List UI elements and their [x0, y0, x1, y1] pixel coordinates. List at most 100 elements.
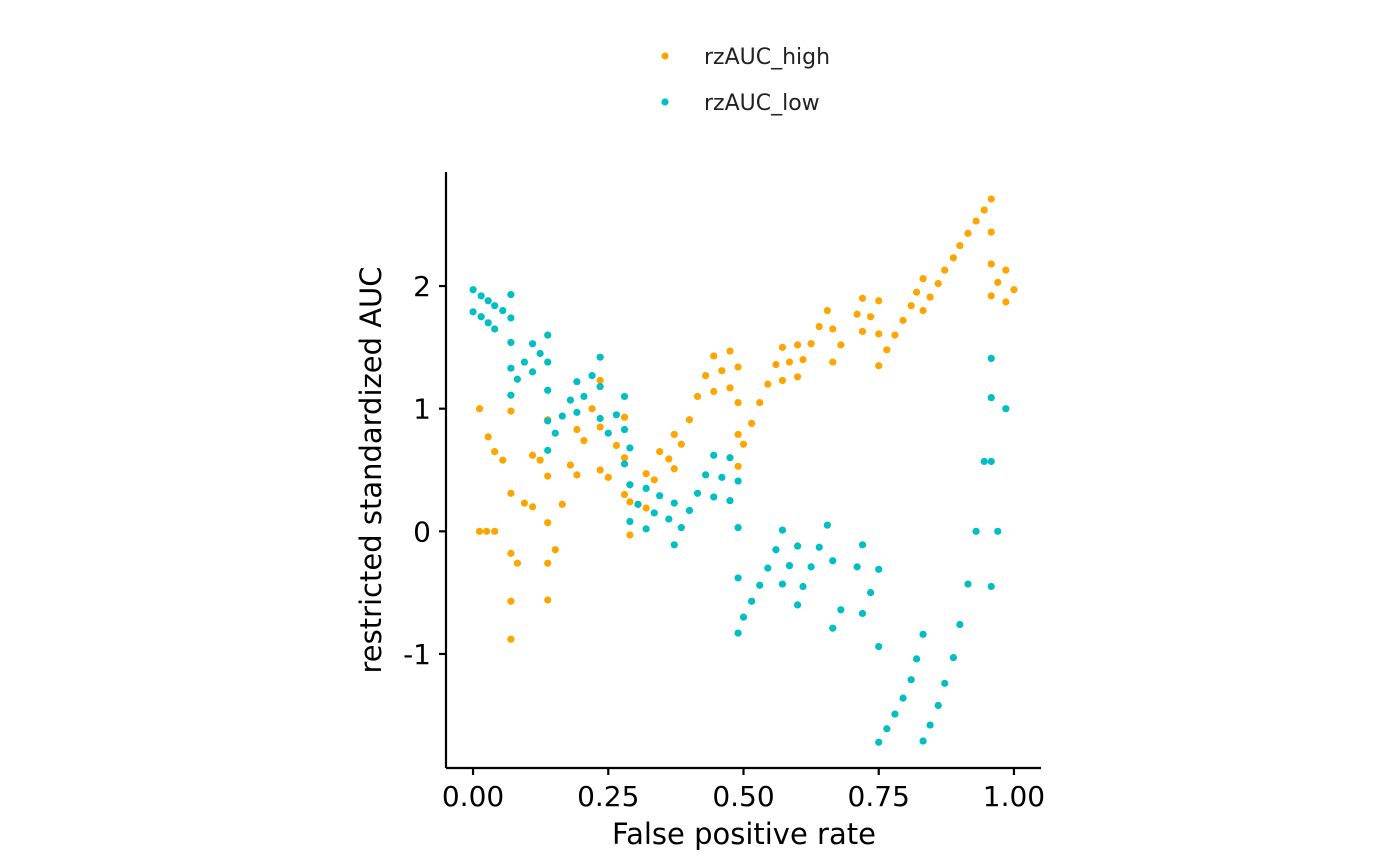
point-rzAUC_low-2 [477, 292, 485, 300]
point-rzAUC_high-84 [883, 346, 891, 354]
point-rzAUC_high-3 [491, 527, 499, 535]
point-rzAUC_low-93 [919, 737, 927, 745]
point-rzAUC_low-32 [596, 383, 604, 391]
point-rzAUC_high-105 [1002, 298, 1010, 306]
point-rzAUC_high-1 [475, 527, 484, 535]
point-rzAUC_high-91 [926, 293, 934, 301]
point-rzAUC_high-57 [734, 398, 742, 407]
point-rzAUC_high-78 [858, 294, 867, 302]
point-rzAUC_low-35 [612, 411, 620, 419]
point-rzAUC_low-7 [491, 325, 499, 333]
point-rzAUC_high-70 [799, 356, 807, 364]
point-rzAUC_low-21 [544, 386, 552, 394]
point-rzAUC_high-79 [858, 327, 867, 336]
point-rzAUC_high-65 [778, 343, 787, 351]
point-rzAUC_low-72 [793, 601, 802, 609]
point-rzAUC_high-49 [693, 392, 702, 401]
series-rzAUC_high [475, 195, 1018, 643]
point-rzAUC_high-41 [642, 504, 650, 512]
y-tick-label-0: -1 [403, 638, 431, 671]
point-rzAUC_low-81 [858, 541, 867, 549]
point-rzAUC_high-81 [875, 297, 883, 305]
point-rzAUC_low-44 [642, 525, 650, 533]
x-tick-label-3: 0.75 [848, 780, 910, 813]
point-rzAUC_high-74 [829, 325, 837, 333]
point-rzAUC_high-24 [566, 461, 575, 469]
y-tick-label-2: 1 [413, 393, 431, 426]
y-tick-label-1: 0 [413, 515, 431, 548]
point-rzAUC_low-42 [634, 500, 642, 508]
point-rzAUC_low-39 [626, 444, 634, 452]
point-rzAUC_high-10 [507, 597, 515, 605]
point-rzAUC_low-98 [956, 620, 964, 629]
point-rzAUC_low-77 [829, 557, 837, 565]
point-rzAUC_low-67 [772, 546, 780, 554]
point-rzAUC_low-11 [507, 338, 515, 347]
point-rzAUC_high-99 [987, 195, 995, 203]
point-rzAUC_low-66 [764, 564, 772, 572]
point-rzAUC_high-55 [726, 384, 734, 392]
point-rzAUC_low-56 [718, 473, 726, 481]
point-rzAUC_low-84 [875, 565, 883, 573]
point-rzAUC_high-54 [726, 347, 734, 355]
point-rzAUC_high-77 [853, 310, 861, 318]
point-rzAUC_high-7 [507, 407, 515, 415]
point-rzAUC_low-101 [980, 457, 988, 466]
x-tick-label-4: 1.00 [983, 780, 1045, 813]
point-rzAUC_low-27 [573, 378, 581, 386]
point-rzAUC_high-100 [987, 228, 995, 236]
x-tick-label-0: 0.00 [442, 780, 504, 813]
point-rzAUC_low-3 [477, 313, 485, 321]
point-rzAUC_low-46 [656, 492, 664, 500]
point-rzAUC_low-78 [829, 624, 837, 632]
point-rzAUC_high-26 [573, 425, 581, 434]
point-rzAUC_low-4 [484, 297, 492, 305]
point-rzAUC_high-96 [964, 229, 972, 237]
point-rzAUC_low-82 [858, 609, 867, 618]
point-rzAUC_high-35 [620, 454, 629, 462]
point-rzAUC_high-104 [1002, 266, 1010, 274]
point-rzAUC_high-73 [823, 306, 831, 315]
point-rzAUC_low-5 [484, 319, 492, 327]
point-rzAUC_low-30 [588, 371, 596, 380]
point-rzAUC_low-14 [513, 375, 522, 383]
point-rzAUC_high-37 [626, 498, 634, 506]
point-rzAUC_low-97 [949, 654, 957, 662]
point-rzAUC_low-37 [620, 425, 629, 434]
point-rzAUC_high-102 [987, 292, 995, 300]
point-rzAUC_low-62 [734, 629, 742, 637]
point-rzAUC_low-61 [734, 574, 742, 582]
series-rzAUC_low [469, 286, 1010, 746]
point-rzAUC_high-36 [620, 490, 629, 499]
x-tick-label-1: 0.25 [577, 780, 639, 813]
point-rzAUC_high-92 [934, 280, 942, 288]
axes: 0.00 0.25 0.50 0.75 1.00 -1 0 1 2 [403, 172, 1045, 813]
point-rzAUC_high-22 [551, 546, 559, 554]
point-rzAUC_high-69 [793, 373, 802, 381]
x-axis-title: False positive rate [612, 817, 876, 851]
point-rzAUC_high-60 [739, 440, 748, 448]
point-rzAUC_low-68 [778, 526, 787, 534]
point-rzAUC_low-25 [558, 412, 566, 420]
point-rzAUC_high-72 [815, 322, 823, 331]
point-rzAUC_high-8 [507, 489, 515, 497]
point-rzAUC_high-19 [544, 519, 552, 527]
point-rzAUC_high-97 [972, 217, 980, 225]
point-rzAUC_low-64 [748, 597, 756, 605]
point-rzAUC_high-27 [580, 436, 588, 445]
point-rzAUC_high-103 [994, 278, 1002, 286]
point-rzAUC_low-63 [739, 613, 748, 621]
point-rzAUC_high-12 [513, 559, 522, 567]
point-rzAUC_high-2 [482, 527, 491, 535]
point-rzAUC_high-43 [656, 448, 664, 456]
legend-item-rzAUC_high: rzAUC_high [661, 45, 830, 70]
point-rzAUC_high-90 [919, 306, 927, 315]
point-rzAUC_high-13 [520, 499, 529, 507]
point-rzAUC_high-5 [491, 448, 499, 456]
point-rzAUC_low-94 [926, 721, 934, 729]
point-rzAUC_low-70 [785, 562, 794, 570]
point-rzAUC_low-75 [815, 543, 823, 551]
point-rzAUC_low-15 [520, 358, 529, 366]
point-rzAUC_low-80 [853, 563, 861, 571]
